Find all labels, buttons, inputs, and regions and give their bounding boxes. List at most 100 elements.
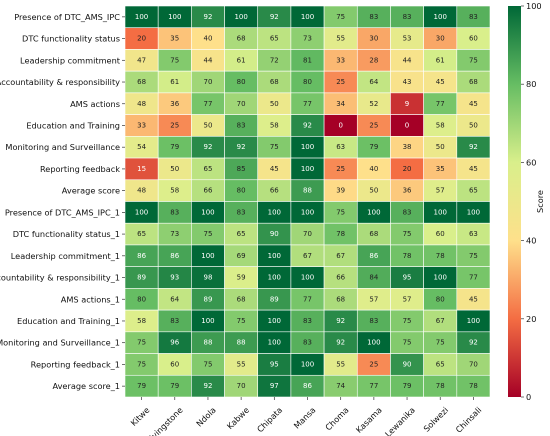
row-label: Average score — [62, 186, 120, 196]
colorbar-tick-label: 20 — [526, 314, 536, 324]
cell-value-label: 83 — [303, 317, 312, 325]
cell-value-label: 80 — [137, 295, 146, 303]
cell-value-label: 100 — [367, 208, 380, 216]
cell-value-label: 88 — [303, 187, 312, 195]
cell-value-label: 64 — [170, 295, 179, 303]
cell-value-label: 66 — [203, 187, 212, 195]
cell-value-label: 28 — [369, 56, 378, 64]
cell-value-label: 77 — [469, 274, 478, 282]
cell-value-label: 83 — [237, 208, 246, 216]
cell-value-label: 59 — [237, 274, 246, 282]
cell-value-label: 80 — [303, 78, 312, 86]
colorbar-tick-label: 80 — [526, 79, 536, 89]
cell-value-label: 100 — [301, 208, 314, 216]
cell-value-label: 92 — [303, 121, 312, 129]
cell-value-label: 83 — [170, 208, 179, 216]
row-label: AMS actions_1 — [61, 294, 120, 304]
cell-value-label: 97 — [270, 382, 279, 390]
cell-value-label: 68 — [237, 35, 246, 43]
cell-value-label: 75 — [336, 13, 345, 21]
cell-value-label: 25 — [369, 121, 378, 129]
cell-value-label: 44 — [203, 56, 212, 64]
cell-value-label: 75 — [469, 56, 478, 64]
cell-value-label: 89 — [203, 295, 212, 303]
cell-value-label: 100 — [467, 208, 480, 216]
cell-value-label: 100 — [268, 252, 281, 260]
cell-value-label: 70 — [303, 230, 312, 238]
cell-value-label: 92 — [203, 13, 212, 21]
cell-value-label: 67 — [436, 317, 445, 325]
cell-value-label: 33 — [336, 56, 345, 64]
cell-value-label: 61 — [436, 56, 445, 64]
cell-value-label: 65 — [237, 230, 246, 238]
row-label: DTC functionality status_1 — [13, 229, 120, 239]
row-label: Monitoring and Surveillance_1 — [0, 338, 120, 348]
cell-value-label: 78 — [403, 252, 412, 260]
cell-value-label: 50 — [170, 165, 179, 173]
cell-value-label: 100 — [301, 360, 314, 368]
cell-value-label: 83 — [369, 13, 378, 21]
cell-value-label: 100 — [201, 252, 214, 260]
cell-value-label: 75 — [203, 230, 212, 238]
cell-value-label: 66 — [336, 274, 345, 282]
cell-value-label: 75 — [137, 339, 146, 347]
cell-value-label: 98 — [203, 274, 212, 282]
cell-value-label: 74 — [336, 382, 345, 390]
cell-value-label: 0 — [338, 121, 342, 129]
cell-value-label: 88 — [237, 339, 246, 347]
cell-value-label: 78 — [469, 382, 478, 390]
cell-value-label: 52 — [369, 100, 378, 108]
cell-value-label: 75 — [469, 252, 478, 260]
cell-value-label: 100 — [201, 317, 214, 325]
cell-value-label: 36 — [170, 100, 179, 108]
cell-value-label: 48 — [137, 187, 146, 195]
cell-value-label: 45 — [469, 165, 478, 173]
cell-value-label: 83 — [237, 121, 246, 129]
cell-value-label: 30 — [436, 35, 445, 43]
cell-value-label: 55 — [237, 360, 246, 368]
cell-value-label: 83 — [303, 339, 312, 347]
cell-value-label: 80 — [436, 295, 445, 303]
cell-value-label: 73 — [170, 230, 179, 238]
cell-value-label: 78 — [436, 382, 445, 390]
cell-value-label: 58 — [170, 187, 179, 195]
cell-value-label: 68 — [270, 78, 279, 86]
cell-value-label: 35 — [436, 165, 445, 173]
cell-value-label: 95 — [403, 274, 412, 282]
colorbar-gradient — [508, 6, 521, 397]
cell-value-label: 58 — [137, 317, 146, 325]
column-label: Kitwe — [128, 405, 151, 428]
cell-value-label: 84 — [369, 274, 378, 282]
cell-value-label: 85 — [237, 165, 246, 173]
cell-value-label: 75 — [170, 56, 179, 64]
cell-value-label: 60 — [170, 360, 179, 368]
cell-value-label: 75 — [237, 317, 246, 325]
cell-value-label: 79 — [369, 143, 378, 151]
cell-value-label: 57 — [369, 295, 378, 303]
row-label: Accountability & responsibility_1 — [0, 273, 120, 283]
column-label: Ndola — [194, 405, 218, 429]
cell-value-label: 65 — [270, 35, 279, 43]
cell-value-label: 44 — [403, 56, 412, 64]
cell-value-label: 33 — [137, 121, 146, 129]
cell-value-label: 100 — [268, 339, 281, 347]
cell-value-label: 47 — [137, 56, 146, 64]
cell-value-label: 79 — [137, 382, 146, 390]
cell-value-label: 75 — [403, 317, 412, 325]
cell-value-label: 70 — [203, 78, 212, 86]
cell-value-label: 57 — [403, 295, 412, 303]
cell-value-label: 36 — [403, 187, 412, 195]
row-label: DTC functionality status — [22, 34, 120, 44]
row-label: Accountability & responsibility — [0, 77, 120, 87]
colorbar-tick-label: 0 — [526, 392, 531, 402]
cell-value-label: 43 — [403, 78, 412, 86]
cell-value-label: 70 — [469, 360, 478, 368]
cell-value-label: 79 — [170, 143, 179, 151]
row-label: AMS actions — [70, 99, 120, 109]
cell-value-label: 92 — [336, 317, 345, 325]
cell-value-label: 54 — [137, 143, 146, 151]
cell-value-label: 65 — [137, 230, 146, 238]
cell-value-label: 45 — [469, 295, 478, 303]
cell-value-label: 92 — [469, 339, 478, 347]
